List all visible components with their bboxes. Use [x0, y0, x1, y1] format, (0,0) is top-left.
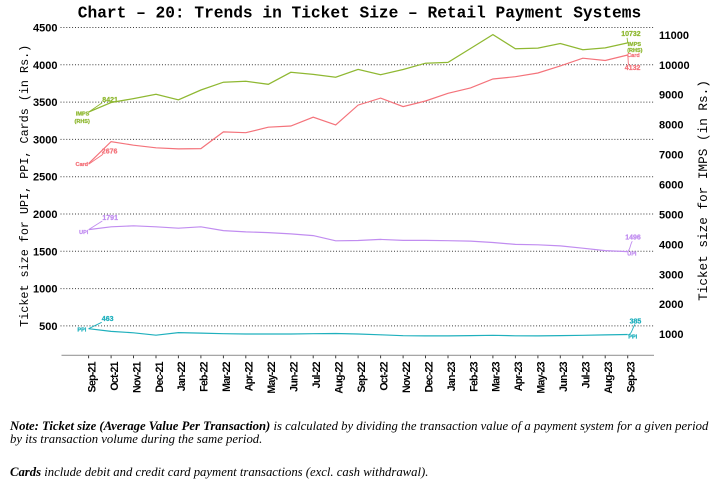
svg-text:Chart – 20: Trends in Ticket S: Chart – 20: Trends in Ticket Size – Reta…: [78, 5, 641, 23]
svg-text:1000: 1000: [33, 284, 57, 296]
svg-text:500: 500: [39, 321, 57, 333]
svg-text:IMPS: IMPS: [76, 112, 90, 118]
svg-text:Jul-22: Jul-22: [311, 361, 323, 388]
svg-text:PPI: PPI: [77, 327, 86, 333]
svg-text:2000: 2000: [33, 209, 57, 221]
svg-text:Nov-21: Nov-21: [131, 361, 143, 393]
svg-text:5000: 5000: [659, 209, 683, 221]
svg-text:4000: 4000: [33, 60, 57, 72]
svg-text:3500: 3500: [33, 97, 57, 109]
svg-text:Feb-23: Feb-23: [468, 361, 480, 392]
svg-text:1500: 1500: [33, 246, 57, 258]
svg-text:Feb-22: Feb-22: [199, 361, 211, 392]
svg-text:3000: 3000: [659, 269, 683, 281]
svg-text:UPI: UPI: [79, 230, 89, 236]
svg-text:Sep-21: Sep-21: [86, 361, 98, 392]
svg-text:4500: 4500: [33, 23, 57, 35]
svg-text:Jun-23: Jun-23: [558, 361, 570, 392]
svg-text:11000: 11000: [659, 30, 689, 42]
svg-text:Sep-22: Sep-22: [356, 361, 368, 392]
svg-text:IMPS: IMPS: [628, 42, 642, 48]
svg-text:UPI: UPI: [627, 251, 637, 257]
svg-text:Apr-23: Apr-23: [513, 361, 525, 391]
svg-text:Ticket size for IMPS (in Rs.): Ticket size for IMPS (in Rs.): [696, 80, 711, 301]
svg-text:Jan-22: Jan-22: [176, 361, 188, 391]
svg-text:Aug-22: Aug-22: [334, 361, 346, 393]
svg-text:8421: 8421: [102, 97, 118, 104]
svg-text:Mar-22: Mar-22: [221, 361, 233, 392]
svg-text:2000: 2000: [659, 299, 683, 311]
svg-text:8000: 8000: [659, 120, 683, 132]
svg-text:10732: 10732: [621, 31, 641, 38]
svg-text:4132: 4132: [625, 65, 641, 72]
svg-text:3000: 3000: [33, 134, 57, 146]
svg-text:463: 463: [102, 316, 114, 323]
svg-text:Card: Card: [627, 53, 640, 59]
svg-text:Apr-22: Apr-22: [244, 361, 256, 391]
svg-text:2676: 2676: [102, 148, 118, 155]
svg-text:Dec-22: Dec-22: [423, 361, 435, 392]
svg-text:(RHS): (RHS): [75, 119, 90, 125]
svg-text:385: 385: [630, 318, 642, 325]
svg-text:7000: 7000: [659, 150, 683, 162]
svg-text:1000: 1000: [659, 329, 683, 341]
svg-text:2500: 2500: [33, 172, 57, 184]
svg-text:Jul-23: Jul-23: [581, 361, 593, 388]
svg-text:Oct-21: Oct-21: [109, 361, 121, 390]
svg-text:Card: Card: [75, 162, 88, 168]
svg-text:(RHS): (RHS): [627, 48, 642, 54]
svg-text:Aug-23: Aug-23: [603, 361, 615, 393]
svg-text:Jan-23: Jan-23: [446, 361, 458, 391]
svg-text:PPI: PPI: [628, 334, 637, 340]
svg-text:Ticket size for UPI, PPI, Card: Ticket size for UPI, PPI, Cards (in Rs.): [18, 45, 32, 327]
svg-text:Jun-22: Jun-22: [289, 361, 301, 392]
svg-text:May-23: May-23: [536, 361, 548, 393]
svg-text:Mar-23: Mar-23: [491, 361, 503, 392]
svg-text:4000: 4000: [659, 239, 683, 251]
svg-text:May-22: May-22: [266, 361, 278, 393]
svg-text:Nov-22: Nov-22: [401, 361, 413, 393]
svg-text:10000: 10000: [659, 60, 690, 72]
svg-text:Dec-21: Dec-21: [154, 361, 166, 392]
svg-text:9000: 9000: [659, 90, 683, 102]
svg-text:Oct-22: Oct-22: [378, 361, 390, 390]
svg-text:1791: 1791: [102, 215, 118, 222]
svg-text:6000: 6000: [659, 180, 683, 192]
svg-text:1496: 1496: [625, 235, 641, 242]
svg-text:Sep-23: Sep-23: [626, 361, 638, 392]
